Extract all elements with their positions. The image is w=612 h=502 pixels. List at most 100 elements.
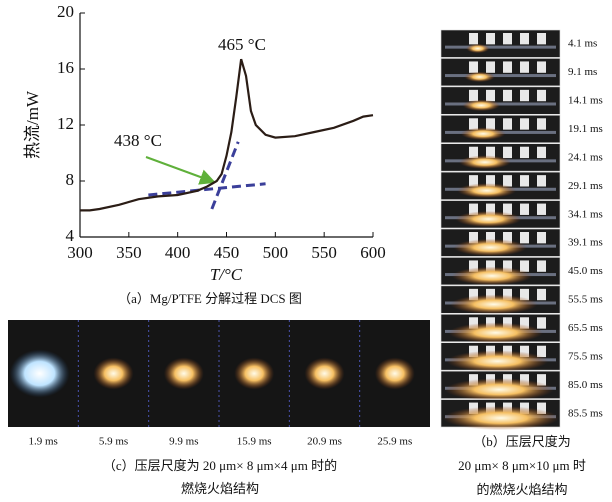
- electrode: [486, 203, 495, 215]
- electrode: [469, 232, 478, 244]
- flame: [453, 238, 527, 257]
- electrode: [520, 33, 529, 45]
- electrode: [520, 118, 529, 130]
- flame: [460, 127, 506, 141]
- caption: （a）Mg/PTFE 分解过程 DCS 图: [118, 291, 302, 306]
- electrode: [537, 374, 546, 386]
- data-line: [80, 58, 374, 212]
- x-tick-label: 500: [263, 243, 289, 262]
- layer: [445, 102, 556, 106]
- electrode: [537, 33, 546, 45]
- frame-label: 24.1 ms: [568, 151, 603, 163]
- electrode: [537, 89, 546, 102]
- x-tick-label: 550: [311, 243, 337, 262]
- flame: [464, 71, 495, 83]
- flame: [93, 357, 134, 390]
- frame-label: 14.1 ms: [568, 95, 603, 107]
- x-tick-label: 600: [360, 243, 386, 262]
- frame-label: 1.9 ms: [28, 436, 57, 448]
- electrode: [469, 260, 478, 272]
- electrode: [520, 175, 529, 187]
- annotation: 438 °C: [114, 131, 162, 150]
- electrode: [503, 260, 512, 272]
- annotation-arrow: [145, 156, 216, 185]
- frame-label: 55.5 ms: [568, 294, 603, 306]
- electrode: [537, 118, 546, 130]
- electrode: [537, 260, 546, 272]
- x-tick-label: 300: [67, 243, 93, 262]
- y-tick-label: 16: [57, 58, 74, 77]
- electrode: [537, 232, 546, 244]
- tangent-line: [210, 141, 240, 210]
- layer: [445, 45, 556, 49]
- frame-label: 20.9 ms: [307, 436, 342, 448]
- frame-label: 4.1 ms: [568, 38, 597, 50]
- flame: [304, 357, 345, 390]
- flame: [443, 406, 559, 431]
- electrode: [469, 317, 478, 329]
- frame-label: 85.5 ms: [568, 407, 603, 419]
- x-tick-label: 400: [165, 243, 191, 262]
- electrode: [469, 61, 478, 73]
- electrode: [469, 33, 478, 45]
- x-axis-label: T/°C: [210, 265, 243, 284]
- caption: （b）压层尺度为: [473, 434, 571, 449]
- electrode: [537, 175, 546, 187]
- x-tick-label: 450: [214, 243, 240, 262]
- flame: [455, 211, 522, 228]
- electrode: [486, 260, 495, 272]
- electrode: [537, 317, 546, 329]
- electrode: [486, 232, 495, 244]
- caption: 燃烧火焰结构: [181, 481, 259, 496]
- electrode: [520, 317, 529, 329]
- frame-label: 29.1 ms: [568, 180, 603, 192]
- flame: [459, 155, 511, 170]
- electrode: [486, 175, 495, 187]
- frame-label: 85.0 ms: [568, 379, 603, 391]
- y-axis-label: 热流/mW: [23, 90, 42, 159]
- flame: [9, 349, 70, 398]
- frame-label: 25.9 ms: [377, 436, 412, 448]
- flame: [457, 183, 517, 199]
- electrode: [469, 118, 478, 130]
- electrode: [469, 146, 478, 159]
- electrode: [520, 61, 529, 73]
- frame-label: 5.9 ms: [99, 436, 128, 448]
- electrode: [520, 89, 529, 102]
- frame-strip: [8, 320, 430, 427]
- electrode: [503, 232, 512, 244]
- flame: [451, 266, 533, 286]
- frame-label: 34.1 ms: [568, 208, 603, 220]
- flame: [374, 357, 415, 390]
- layer: [445, 74, 556, 78]
- electrode: [520, 146, 529, 159]
- electrode: [537, 61, 546, 73]
- electrode: [469, 175, 478, 187]
- y-tick-label: 12: [57, 114, 74, 133]
- electrode: [503, 203, 512, 215]
- electrode: [503, 175, 512, 187]
- frame-label: 39.1 ms: [568, 237, 603, 249]
- electrode: [486, 61, 495, 73]
- electrode: [537, 203, 546, 215]
- electrode: [486, 89, 495, 102]
- flame: [444, 378, 554, 402]
- frame-label: 65.5 ms: [568, 322, 603, 334]
- flame: [446, 350, 549, 373]
- electrode: [520, 260, 529, 272]
- electrode: [503, 33, 512, 45]
- frame-label: 9.9 ms: [169, 436, 198, 448]
- electrode: [503, 118, 512, 130]
- frame-label: 19.1 ms: [568, 123, 603, 135]
- frame-label: 9.1 ms: [568, 66, 597, 78]
- y-tick-label: 20: [57, 2, 74, 21]
- flame: [163, 357, 204, 390]
- caption: 的燃烧火焰结构: [476, 482, 567, 497]
- electrode: [486, 146, 495, 159]
- annotation: 465 °C: [218, 35, 266, 54]
- electrode: [486, 118, 495, 130]
- caption: （c）压层尺度为 20 μm× 8 μm×4 μm 时的: [103, 458, 337, 473]
- electrode: [537, 345, 546, 358]
- electrode: [469, 89, 478, 102]
- electrode: [469, 288, 478, 301]
